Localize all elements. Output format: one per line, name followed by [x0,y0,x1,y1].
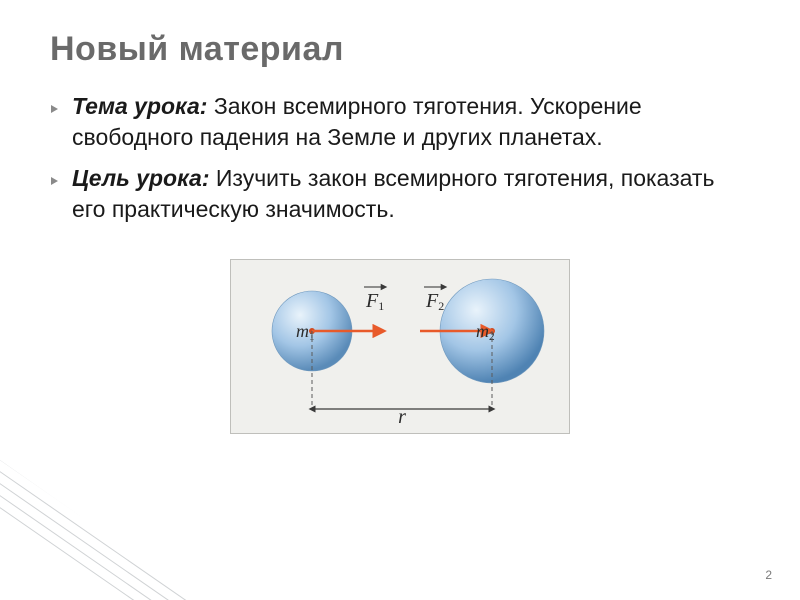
bullet-label: Цель урока: [72,165,209,191]
slide-title: Новый материал [50,30,750,69]
svg-text:r: r [398,406,406,428]
bullet-marker-icon [50,101,60,119]
bullet-marker-icon [50,173,60,191]
bullet-item: Тема урока: Закон всемирного тяготения. … [50,91,750,153]
bullet-label: Тема урока: [72,93,207,119]
figure-container: m1m2F1F2r [50,259,750,434]
page-number: 2 [765,568,772,582]
slide: Новый материал Тема урока: Закон всемирн… [0,0,800,600]
gravitation-diagram: m1m2F1F2r [230,259,570,434]
bullet-item: Цель урока: Изучить закон всемирного тяг… [50,163,750,225]
bullet-text: Тема урока: Закон всемирного тяготения. … [72,91,750,153]
bullet-text: Цель урока: Изучить закон всемирного тяг… [72,163,750,225]
corner-decoration [0,460,200,600]
